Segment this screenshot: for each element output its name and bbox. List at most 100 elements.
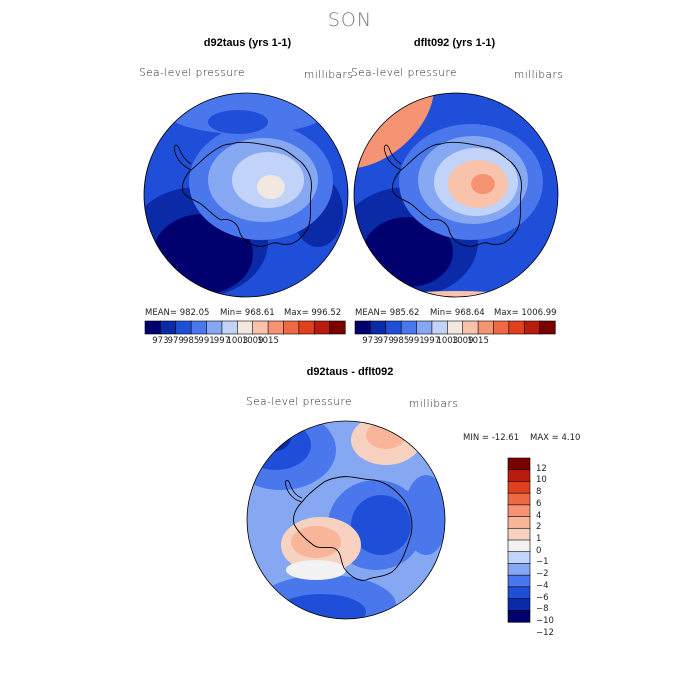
colorbar-tick-label: 2 (536, 522, 542, 533)
colorbar-swatch (385, 320, 402, 335)
diff-neg-nw-core (251, 424, 291, 452)
panel-1-colorbar (144, 320, 346, 335)
panel-1-units-label: millibars (304, 69, 354, 81)
colorbar-tick-label: 12 (536, 463, 547, 474)
panel-1-plateau-high (257, 175, 285, 199)
colorbar-swatch (237, 320, 254, 335)
colorbar-tick-label: 0 (536, 545, 542, 556)
colorbar-swatch (523, 320, 541, 335)
colorbar-tick-label: 4 (536, 510, 542, 521)
panel-1-colorbar-ticks: 973 979 985 991 997 1003 1009 1015 (145, 336, 345, 348)
colorbar-swatch (507, 609, 531, 623)
panel-2-colorbar-ticks: 973 979 985 991 997 1003 1009 1015 (355, 336, 555, 348)
diff-neg-south-core (276, 594, 366, 619)
panel-2-mean-label: MEAN= 985.62 (355, 308, 420, 318)
colorbar-tick-label: 1015 (257, 336, 279, 346)
colorbar-swatch (298, 320, 315, 335)
colorbar-swatch (507, 551, 531, 565)
colorbar-swatch (221, 320, 238, 335)
colorbar-tick-label: 1003 (436, 336, 459, 346)
colorbar-tick-label: −4 (536, 580, 549, 591)
colorbar-tick-label: −1 (536, 557, 549, 568)
panel-1-map-border (143, 92, 349, 298)
colorbar-swatch (160, 320, 177, 335)
colorbar-swatch (370, 320, 387, 335)
diff-neg-nw-mid (247, 421, 311, 470)
colorbar-tick-label: 1009 (241, 336, 264, 346)
panel-2-title: dflt092 (yrs 1-1) (413, 37, 496, 49)
colorbar-swatch (508, 320, 525, 335)
diff-colorbar-ticks: 12 10 8 6 4 2 1 0 −1 −2 −4 −6 −8 −10 −12 (536, 458, 576, 638)
diff-polar-map (246, 420, 446, 620)
colorbar-swatch (175, 320, 192, 335)
colorbar-tick-label: −10 (536, 616, 554, 626)
colorbar-tick-label: 979 (167, 336, 184, 346)
diff-colorbar (507, 457, 531, 623)
colorbar-swatch (400, 320, 418, 335)
panel-2-colorbar (354, 320, 556, 335)
season-title: SON (327, 9, 373, 31)
panel-2-max-label: Max= 1006.99 (494, 308, 557, 318)
diff-units-label: millibars (409, 398, 459, 410)
colorbar-tick-label: −2 (536, 569, 549, 580)
panel-1-peninsula (173, 144, 192, 171)
diff-pos-peninsula-core (291, 526, 341, 558)
colorbar-tick-label: 997 (423, 336, 441, 346)
colorbar-swatch (462, 320, 479, 335)
colorbar-tick-label: −6 (536, 592, 549, 603)
colorbar-tick-label: 997 (213, 336, 231, 346)
colorbar-tick-label: 1015 (467, 336, 489, 346)
panel-1-mean-label: MEAN= 982.05 (145, 308, 210, 318)
colorbar-swatch (507, 527, 531, 541)
colorbar-swatch (283, 320, 300, 335)
panel-2-map-border (353, 92, 559, 298)
panel-1-min-label: Min= 968.61 (220, 308, 275, 318)
panel-2-polar-map (353, 92, 559, 298)
colorbar-tick-label: 973 (152, 336, 169, 346)
colorbar-swatch (539, 320, 556, 335)
panel-2-min-label: Min= 968.64 (430, 308, 485, 318)
colorbar-swatch (507, 598, 531, 611)
diff-peninsula (285, 480, 303, 503)
colorbar-swatch (507, 563, 531, 576)
colorbar-tick-label: 8 (536, 487, 542, 498)
colorbar-swatch (447, 320, 464, 335)
colorbar-tick-label: 1009 (451, 336, 474, 346)
colorbar-swatch (267, 320, 285, 335)
diff-near-zero (286, 560, 346, 580)
colorbar-swatch (329, 320, 346, 335)
colorbar-swatch (507, 492, 531, 506)
diff-map-border (246, 420, 446, 620)
panel-1-coastline (182, 141, 312, 247)
panel-2-plateau-high (471, 174, 495, 194)
colorbar-tick-label: 1 (536, 534, 542, 544)
colorbar-swatch (144, 320, 161, 335)
colorbar-tick-label: −8 (536, 604, 549, 615)
diff-field-label: Sea-level pressure (246, 396, 353, 408)
colorbar-tick-label: 1003 (226, 336, 249, 346)
colorbar-swatch (507, 457, 531, 471)
diff-max-label: MAX = 4.10 (530, 433, 581, 443)
colorbar-swatch (493, 320, 510, 335)
colorbar-tick-label: 10 (536, 475, 547, 486)
colorbar-swatch (252, 320, 269, 335)
colorbar-swatch (206, 320, 223, 335)
colorbar-tick-label: 985 (393, 336, 410, 346)
panel-1-title: d92taus (yrs 1-1) (203, 37, 292, 49)
colorbar-swatch (507, 516, 531, 529)
panel-2-coastline (392, 141, 522, 247)
diff-pos-north-core (366, 421, 406, 449)
diff-title: d92taus - dflt092 (306, 366, 394, 378)
colorbar-tick-label: −12 (536, 627, 554, 638)
colorbar-tick-label: 985 (183, 336, 200, 346)
colorbar-swatch (507, 586, 531, 600)
colorbar-swatch (507, 504, 531, 518)
colorbar-tick-label: 979 (377, 336, 394, 346)
panel-1-polar-map (143, 92, 349, 298)
colorbar-swatch (313, 320, 331, 335)
panel-1-max-label: Max= 996.52 (284, 308, 342, 318)
panel-2-field-label: Sea-level pressure (351, 67, 458, 79)
colorbar-swatch (507, 539, 531, 553)
panel-1-field-label: Sea-level pressure (139, 67, 246, 79)
colorbar-tick-label: 6 (536, 498, 542, 509)
